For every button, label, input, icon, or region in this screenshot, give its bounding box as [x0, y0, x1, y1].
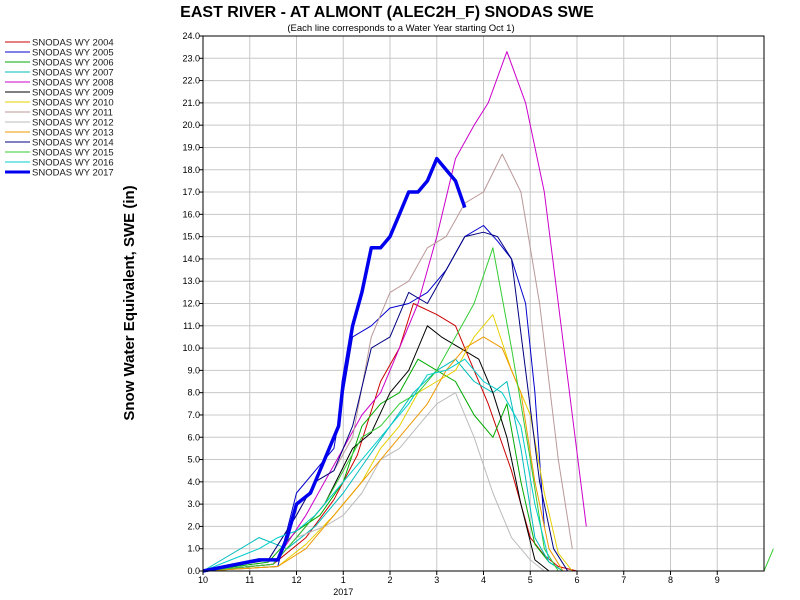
y-tick-label: 13.0 — [182, 276, 200, 286]
series-line-13 — [202, 358, 550, 572]
y-tick-label: 21.0 — [182, 98, 200, 108]
x-tick-label: 8 — [668, 575, 673, 585]
plot-frame — [202, 35, 765, 572]
x-tick-label: 7 — [621, 575, 626, 585]
y-tick-label: 2.0 — [187, 521, 200, 531]
y-axis-label: Snow Water Equivalent, SWE (in) — [121, 185, 138, 420]
x-tick-label: 9 — [715, 575, 720, 585]
y-tick-label: 22.0 — [182, 76, 200, 86]
series-line-4 — [202, 358, 564, 572]
y-tick-label: 10.0 — [182, 343, 200, 353]
y-tick-label: 12.0 — [182, 299, 200, 309]
legend-label: SNODAS WY 2011 — [32, 108, 113, 119]
legend-label: SNODAS WY 2009 — [32, 88, 114, 99]
legend-label: SNODAS WY 2004 — [32, 38, 114, 49]
y-tick-label: 1.0 — [187, 544, 200, 554]
x-tick-label: 11 — [245, 575, 254, 585]
series-line-7 — [202, 314, 573, 572]
series-line-14 — [202, 156, 467, 573]
y-tick-label: 24.0 — [182, 31, 200, 41]
legend-label: SNODAS WY 2015 — [32, 148, 114, 159]
x-tick-label: 4 — [481, 575, 486, 585]
legend-label: SNODAS WY 2013 — [32, 128, 114, 139]
y-tick-label: 18.0 — [182, 165, 200, 175]
legend-label: SNODAS WY 2008 — [32, 78, 114, 89]
legend-label: SNODAS WY 2005 — [32, 48, 114, 59]
x-tick-label: 1 — [341, 575, 346, 585]
series-line-9 — [202, 392, 545, 572]
y-tick-label: 16.0 — [182, 209, 200, 219]
grid — [202, 35, 764, 572]
x-tick-label: 3 — [434, 575, 439, 585]
y-tick-label: 9.0 — [187, 365, 200, 375]
series-line-10 — [202, 336, 564, 572]
y-tick-label: 7.0 — [187, 410, 200, 420]
x-tick-labels: 10 11 12 1 2017 2 3 4 5 6 7 8 9 — [198, 571, 720, 597]
y-tick-label: 20.0 — [182, 120, 200, 130]
x-tick-label: 10 — [198, 575, 208, 585]
x-tick-label: 5 — [528, 575, 533, 585]
y-tick-label: 0.0 — [187, 566, 200, 576]
x-tick-label: 6 — [574, 575, 579, 585]
y-tick-label: 6.0 — [187, 432, 200, 442]
legend-label: SNODAS WY 2014 — [32, 138, 114, 149]
series-line-6 — [202, 325, 550, 572]
y-tick-label: 23.0 — [182, 53, 200, 63]
legend-label: SNODAS WY 2012 — [32, 118, 114, 129]
chart-subtitle: (Each line corresponds to a Water Year s… — [287, 23, 514, 34]
legend-label: SNODAS WY 2006 — [32, 58, 114, 69]
legend-label: SNODAS WY 2007 — [32, 68, 114, 79]
y-tick-label: 4.0 — [187, 477, 200, 487]
y-tick-labels: 0.0 1.0 2.0 3.0 4.0 5.0 6.0 7.0 8.0 9.0 10.0 11.0 12… — [182, 31, 203, 576]
y-tick-label: 17.0 — [182, 187, 200, 197]
y-tick-label: 8.0 — [187, 388, 200, 398]
y-tick-label: 5.0 — [187, 455, 200, 465]
x-tick-year-label: 2017 — [333, 587, 353, 597]
x-tick-label: 2 — [387, 575, 392, 585]
series-line-3 — [202, 358, 564, 572]
y-tick-label: 15.0 — [182, 232, 200, 242]
y-tick-label: 14.0 — [182, 254, 200, 264]
x-tick-label: 12 — [291, 575, 301, 585]
legend-label: SNODAS WY 2016 — [32, 158, 114, 169]
y-tick-label: 3.0 — [187, 499, 200, 509]
legend-label: SNODAS WY 2017 — [32, 168, 114, 179]
series-lines — [202, 51, 774, 573]
series-line-5 — [202, 51, 587, 572]
series-line-2 — [202, 225, 545, 572]
y-tick-label: 19.0 — [182, 142, 200, 152]
legend-label: SNODAS WY 2010 — [32, 98, 114, 109]
y-tick-label: 11.0 — [183, 321, 200, 331]
chart-title: EAST RIVER - AT ALMONT (ALEC2H_F) SNODAS… — [180, 4, 594, 21]
series-line-8 — [202, 153, 573, 572]
